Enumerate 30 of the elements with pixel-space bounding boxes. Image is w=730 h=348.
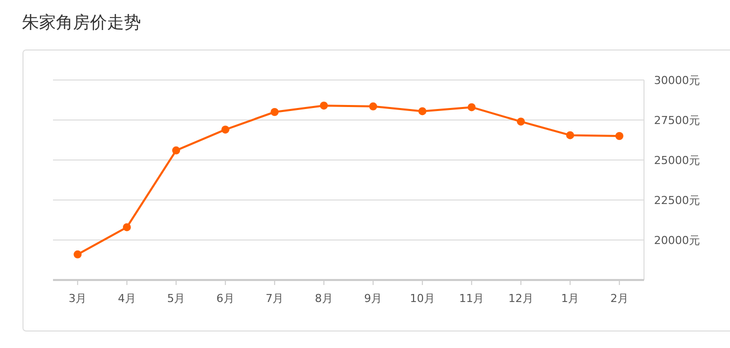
x-tick-label: 3月 [68, 292, 87, 305]
x-tick-label: 8月 [314, 292, 333, 305]
point [468, 103, 476, 112]
point [320, 102, 328, 110]
point [418, 107, 426, 116]
y-tick-label: 25000元 [654, 154, 700, 167]
y-tick-label: 30000元 [654, 74, 700, 87]
x-tick-label: 7月 [266, 292, 284, 305]
point [270, 108, 279, 116]
point [122, 223, 131, 232]
x-tick-label: 4月 [118, 292, 136, 305]
point [615, 132, 624, 140]
point [566, 131, 574, 140]
point [74, 250, 82, 258]
x-tick-label: 9月 [364, 292, 382, 305]
point [369, 102, 378, 110]
x-tick-label: 5月 [167, 292, 186, 305]
chart-title: 朱家角房价走势 [22, 13, 141, 33]
point [516, 118, 525, 126]
x-tick-label: 6月 [216, 292, 234, 305]
y-tick-label: 27500元 [654, 114, 700, 127]
x-tick-label: 10月 [410, 292, 435, 305]
point [172, 146, 180, 154]
point [221, 126, 230, 134]
x-tick-label: 11月 [459, 292, 484, 305]
y-tick-label: 22500元 [654, 194, 700, 207]
x-tick-label: 12月 [508, 292, 534, 305]
y-tick-label: 20000元 [654, 234, 700, 247]
x-tick-label: 2月 [610, 292, 628, 305]
x-tick-label: 1月 [561, 292, 580, 305]
